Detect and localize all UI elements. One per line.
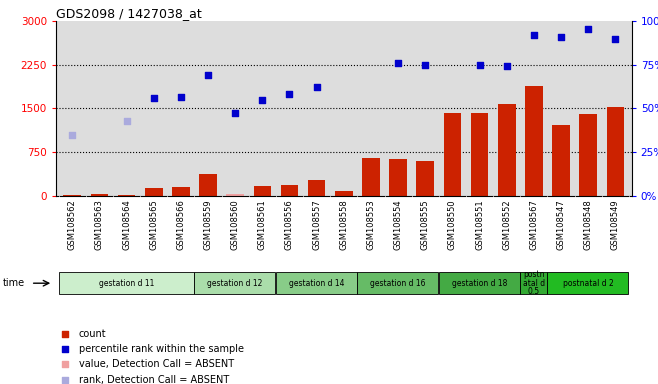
Point <box>474 62 485 68</box>
Text: GSM108554: GSM108554 <box>393 200 403 250</box>
Point <box>121 118 132 124</box>
Text: GSM108549: GSM108549 <box>611 200 620 250</box>
Point <box>176 94 186 100</box>
Point <box>59 377 70 383</box>
Point <box>501 63 512 69</box>
Bar <box>443 113 461 196</box>
Bar <box>547 272 628 295</box>
Text: GSM108566: GSM108566 <box>176 200 186 250</box>
Text: GSM108558: GSM108558 <box>340 200 348 250</box>
Bar <box>59 272 194 295</box>
Bar <box>525 86 543 196</box>
Point <box>203 72 213 78</box>
Bar <box>520 272 547 295</box>
Bar <box>194 272 275 295</box>
Point <box>556 34 567 40</box>
Bar <box>417 162 434 196</box>
Text: gestation d 18: gestation d 18 <box>452 279 507 288</box>
Point <box>230 110 240 116</box>
Point <box>59 346 70 352</box>
Point <box>284 91 295 97</box>
Bar <box>357 272 438 295</box>
Text: count: count <box>79 329 107 339</box>
Text: rank, Detection Call = ABSENT: rank, Detection Call = ABSENT <box>79 375 229 384</box>
Text: GSM108563: GSM108563 <box>95 200 104 250</box>
Bar <box>335 190 353 196</box>
Point <box>311 84 322 90</box>
Bar <box>439 272 520 295</box>
Text: GSM108551: GSM108551 <box>475 200 484 250</box>
Bar <box>552 125 570 196</box>
Bar <box>253 186 271 196</box>
Bar <box>63 195 81 196</box>
Text: gestation d 14: gestation d 14 <box>289 279 344 288</box>
Text: GSM108561: GSM108561 <box>258 200 267 250</box>
Text: GSM108565: GSM108565 <box>149 200 158 250</box>
Bar <box>308 180 326 196</box>
Text: GSM108547: GSM108547 <box>557 200 566 250</box>
Bar <box>276 272 357 295</box>
Text: GSM108552: GSM108552 <box>502 200 511 250</box>
Text: gestation d 11: gestation d 11 <box>99 279 154 288</box>
Point <box>610 36 620 42</box>
Bar <box>145 188 163 196</box>
Text: time: time <box>3 278 25 288</box>
Bar <box>580 114 597 196</box>
Point <box>393 60 403 66</box>
Bar <box>470 113 488 196</box>
Bar <box>118 195 136 196</box>
Bar <box>281 185 298 196</box>
Text: postn
atal d
0.5: postn atal d 0.5 <box>523 270 545 296</box>
Text: GSM108555: GSM108555 <box>420 200 430 250</box>
Text: GSM108557: GSM108557 <box>312 200 321 250</box>
Text: value, Detection Call = ABSENT: value, Detection Call = ABSENT <box>79 359 234 369</box>
Point <box>59 331 70 337</box>
Text: GSM108550: GSM108550 <box>448 200 457 250</box>
Text: GSM108564: GSM108564 <box>122 200 131 250</box>
Bar <box>172 187 190 196</box>
Text: GSM108556: GSM108556 <box>285 200 294 250</box>
Text: gestation d 16: gestation d 16 <box>370 279 426 288</box>
Text: percentile rank within the sample: percentile rank within the sample <box>79 344 244 354</box>
Text: GSM108548: GSM108548 <box>584 200 593 250</box>
Text: GDS2098 / 1427038_at: GDS2098 / 1427038_at <box>56 7 202 20</box>
Text: GSM108553: GSM108553 <box>367 200 376 250</box>
Bar <box>91 194 108 196</box>
Point <box>528 32 539 38</box>
Text: GSM108567: GSM108567 <box>530 200 538 250</box>
Text: GSM108560: GSM108560 <box>231 200 240 250</box>
Text: GSM108562: GSM108562 <box>68 200 77 250</box>
Point <box>420 62 430 68</box>
Bar <box>226 194 244 196</box>
Point <box>583 26 594 32</box>
Bar <box>607 107 624 196</box>
Bar <box>199 174 217 196</box>
Bar <box>498 104 516 196</box>
Text: postnatal d 2: postnatal d 2 <box>563 279 614 288</box>
Point <box>257 97 268 103</box>
Point <box>149 95 159 101</box>
Point <box>59 361 70 367</box>
Text: gestation d 12: gestation d 12 <box>207 279 263 288</box>
Bar <box>390 159 407 196</box>
Bar <box>362 158 380 196</box>
Point <box>67 132 78 138</box>
Text: GSM108559: GSM108559 <box>203 200 213 250</box>
